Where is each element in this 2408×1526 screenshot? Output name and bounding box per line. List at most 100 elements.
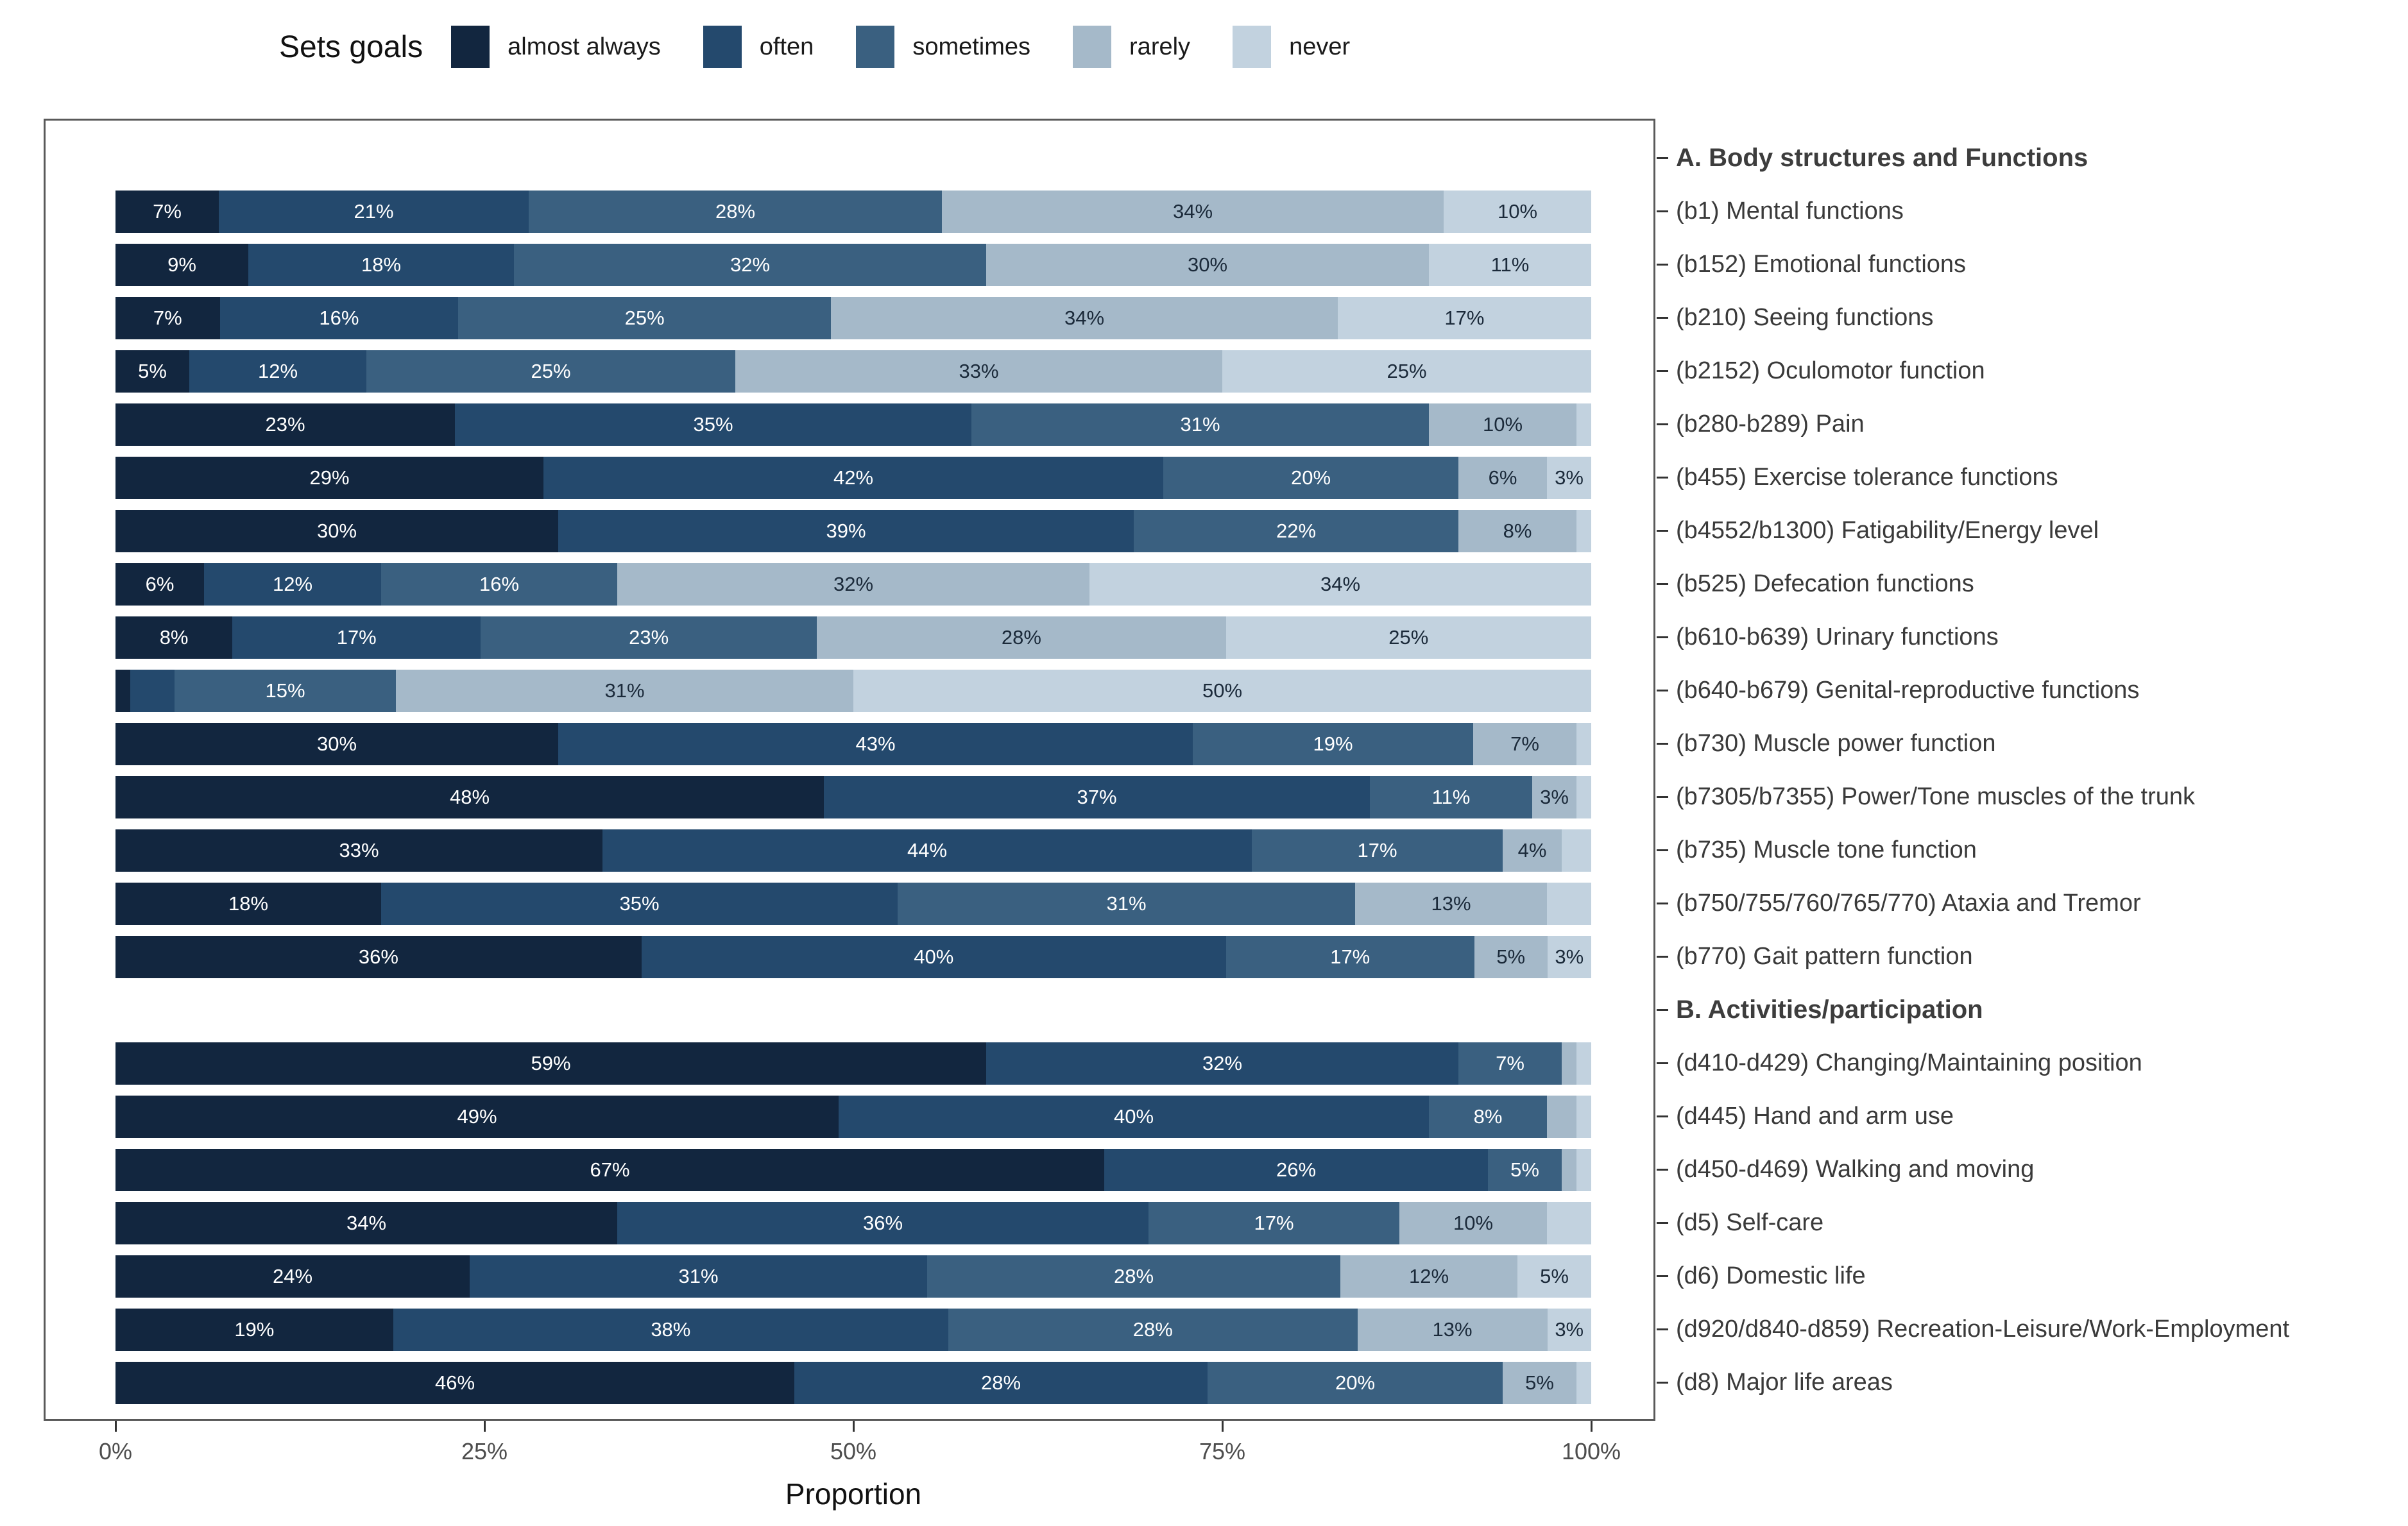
bar-segment-label: 67% bbox=[590, 1158, 630, 1181]
bar-segment: 10% bbox=[1429, 403, 1576, 446]
bar-segment-label: 20% bbox=[1290, 466, 1331, 489]
bar-segment bbox=[1562, 1042, 1576, 1085]
right-axis-tick bbox=[1657, 849, 1668, 851]
row-label-line: (d920/d840-d859) Recreation-Leisure/Work… bbox=[1657, 1303, 2289, 1356]
stacked-bar: 9% 18% 32% 30% 11% bbox=[115, 243, 1591, 286]
bar-segment-label: 3% bbox=[1555, 1318, 1584, 1341]
bar-segment-label: 28% bbox=[1113, 1264, 1154, 1287]
bar-segment: 34% bbox=[1089, 563, 1591, 606]
row-label: (b7305/b7355) Power/Tone muscles of the … bbox=[1676, 783, 2196, 810]
stacked-bar: 7% 21% 28% 34% 10% bbox=[115, 190, 1591, 233]
right-axis-tick bbox=[1657, 530, 1668, 532]
bar-segment-label: 17% bbox=[1357, 838, 1397, 861]
stacked-bar: 29% 42% 20% 6% 3% bbox=[115, 456, 1591, 499]
bar-segment-label: 36% bbox=[862, 1211, 903, 1234]
bar-segment-label: 18% bbox=[228, 892, 269, 915]
bar-segment: 5% bbox=[115, 350, 189, 393]
right-axis-tick bbox=[1657, 583, 1668, 585]
bar-segment-label: 31% bbox=[604, 679, 645, 702]
bar-segment-label: 48% bbox=[449, 785, 490, 808]
bar-segment: 12% bbox=[189, 350, 366, 393]
bar-segment-label: 18% bbox=[361, 253, 402, 276]
bar-segment: 10% bbox=[1399, 1201, 1547, 1244]
bar-segment-label: 28% bbox=[715, 199, 756, 223]
row-label: (d450-d469) Walking and moving bbox=[1676, 1156, 2035, 1183]
row-label: (d8) Major life areas bbox=[1676, 1369, 1893, 1396]
section-header: B. Activities/participation bbox=[1676, 996, 1983, 1024]
right-axis-tick bbox=[1657, 1275, 1668, 1277]
row-label: (b152) Emotional functions bbox=[1676, 251, 1967, 278]
legend-swatch bbox=[703, 26, 742, 68]
bar-segment: 18% bbox=[248, 243, 514, 286]
row-label: (b2152) Oculomotor function bbox=[1676, 357, 1985, 384]
x-axis-tick bbox=[1590, 1421, 1593, 1432]
bar-segment-label: 38% bbox=[651, 1318, 691, 1341]
bar-segment: 37% bbox=[824, 776, 1370, 818]
bar-segment: 8% bbox=[1429, 1095, 1547, 1138]
bar-segment-label: 5% bbox=[1496, 945, 1526, 968]
bar-segment-label: 30% bbox=[316, 519, 357, 542]
bar-segment-label: 35% bbox=[619, 892, 660, 915]
bar-segment: 29% bbox=[115, 456, 543, 499]
stacked-bar: 34% 36% 17% 10% bbox=[115, 1201, 1591, 1244]
row-label-line: A. Body structures and Functions bbox=[1657, 131, 2289, 185]
bar-segment-label: 9% bbox=[167, 253, 196, 276]
bar-segment bbox=[130, 669, 175, 712]
bar-segment-label: 30% bbox=[1187, 253, 1228, 276]
bar-segment: 28% bbox=[817, 616, 1226, 659]
row-label: (b525) Defecation functions bbox=[1676, 570, 1974, 597]
bar-row: 15% 31% 50% bbox=[115, 664, 1591, 717]
legend-swatch bbox=[1233, 26, 1272, 68]
bar-segment: 23% bbox=[115, 403, 455, 446]
row-label-line: (b210) Seeing functions bbox=[1657, 291, 2289, 344]
bar-segment-label: 12% bbox=[272, 572, 313, 595]
bar-segment-label: 11% bbox=[1490, 253, 1530, 276]
row-label: (b610-b639) Urinary functions bbox=[1676, 623, 1999, 650]
row-label-line: (d450-d469) Walking and moving bbox=[1657, 1143, 2289, 1196]
bar-segment: 3% bbox=[1547, 1308, 1591, 1351]
bar-segment: 40% bbox=[641, 935, 1226, 978]
bar-segment-label: 5% bbox=[138, 359, 167, 382]
legend-item: often bbox=[703, 26, 814, 68]
bar-segment: 33% bbox=[115, 829, 602, 872]
stacked-bar: 59% 32% 7% bbox=[115, 1042, 1591, 1085]
bar-segment: 24% bbox=[115, 1255, 470, 1298]
bar-segment: 21% bbox=[219, 190, 529, 233]
bar-segment: 17% bbox=[232, 616, 481, 659]
stacked-bar: 19% 38% 28% 13% 3% bbox=[115, 1308, 1591, 1351]
bar-segment: 20% bbox=[1208, 1361, 1503, 1404]
bar-segment: 31% bbox=[470, 1255, 927, 1298]
bar-segment: 7% bbox=[115, 190, 219, 233]
row-label-line: (b280-b289) Pain bbox=[1657, 398, 2289, 451]
stacked-bar: 33% 44% 17% 4% bbox=[115, 829, 1591, 872]
row-label-line: (b640-b679) Genital-reproductive functio… bbox=[1657, 664, 2289, 717]
bar-segment: 16% bbox=[381, 563, 617, 606]
bar-segment-label: 43% bbox=[855, 732, 896, 755]
bar-segment: 28% bbox=[794, 1361, 1208, 1404]
bar-segment-label: 35% bbox=[693, 412, 733, 436]
bar-segment: 30% bbox=[115, 509, 558, 552]
stacked-bar: 5% 12% 25% 33% 25% bbox=[115, 350, 1591, 393]
x-axis-tick-label: 100% bbox=[1561, 1438, 1621, 1464]
bar-segment-label: 28% bbox=[1001, 625, 1041, 649]
bar-segment bbox=[115, 669, 130, 712]
row-label: (d6) Domestic life bbox=[1676, 1262, 1866, 1289]
bar-segment-label: 44% bbox=[907, 838, 948, 861]
bar-segment: 17% bbox=[1252, 829, 1503, 872]
bar-row: 6% 12% 16% 32% 34% bbox=[115, 557, 1591, 611]
bar-segment: 22% bbox=[1134, 509, 1458, 552]
bar-segment: 32% bbox=[617, 563, 1089, 606]
stacked-bar: 48% 37% 11% 3% bbox=[115, 776, 1591, 818]
bar-segment: 3% bbox=[1532, 776, 1576, 818]
bar-segment-label: 25% bbox=[1388, 625, 1429, 649]
right-axis-tick bbox=[1657, 743, 1668, 745]
bar-segment: 7% bbox=[1458, 1042, 1562, 1085]
legend-swatch bbox=[451, 26, 490, 68]
bar-segment-label: 16% bbox=[319, 306, 359, 329]
stacked-bar: 18% 35% 31% 13% bbox=[115, 882, 1591, 925]
bar-segment-label: 13% bbox=[1432, 1318, 1473, 1341]
legend-entry-label: almost always bbox=[508, 33, 661, 60]
bar-row: 24% 31% 28% 12% 5% bbox=[115, 1250, 1591, 1303]
bar-segment-label: 23% bbox=[265, 412, 305, 436]
bar-segment: 23% bbox=[481, 616, 817, 659]
